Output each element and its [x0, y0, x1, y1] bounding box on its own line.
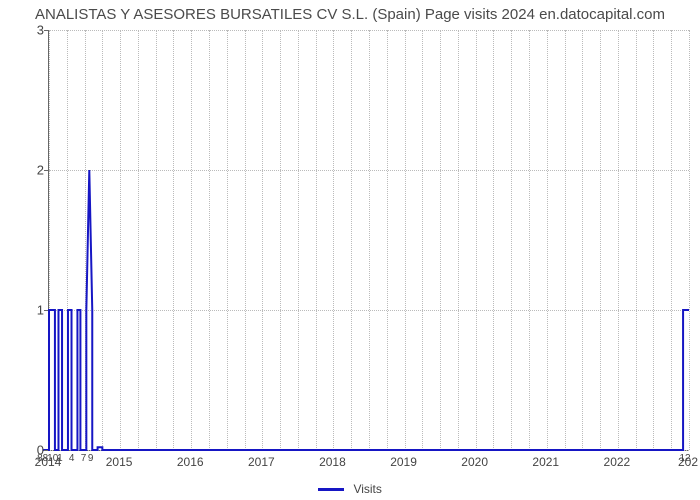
legend: Visits [0, 482, 700, 496]
x-tick-label: 2018 [319, 455, 346, 469]
x-tick-label: 2020 [461, 455, 488, 469]
x-tick-label: 2016 [177, 455, 204, 469]
x-minor-label: 4 [69, 453, 75, 464]
x-minor-label: 12 [679, 453, 690, 464]
legend-label: Visits [353, 482, 381, 496]
x-tick-label: 2019 [390, 455, 417, 469]
visits-chart: ANALISTAS Y ASESORES BURSATILES CV S.L. … [0, 0, 700, 500]
line-series [49, 30, 689, 450]
plot-area [48, 30, 689, 451]
y-tick-label: 2 [24, 163, 44, 178]
x-minor-label: 1 [57, 453, 63, 464]
x-tick-label: 2022 [604, 455, 631, 469]
y-tick-label: 3 [24, 23, 44, 38]
y-tick-label: 1 [24, 303, 44, 318]
chart-title: ANALISTAS Y ASESORES BURSATILES CV S.L. … [0, 6, 700, 23]
x-tick-label: 2021 [532, 455, 559, 469]
x-tick-label: 2015 [106, 455, 133, 469]
x-tick-label: 2017 [248, 455, 275, 469]
x-minor-label: 7 [81, 453, 87, 464]
x-minor-label: 9 [88, 453, 94, 464]
legend-swatch [318, 488, 344, 491]
